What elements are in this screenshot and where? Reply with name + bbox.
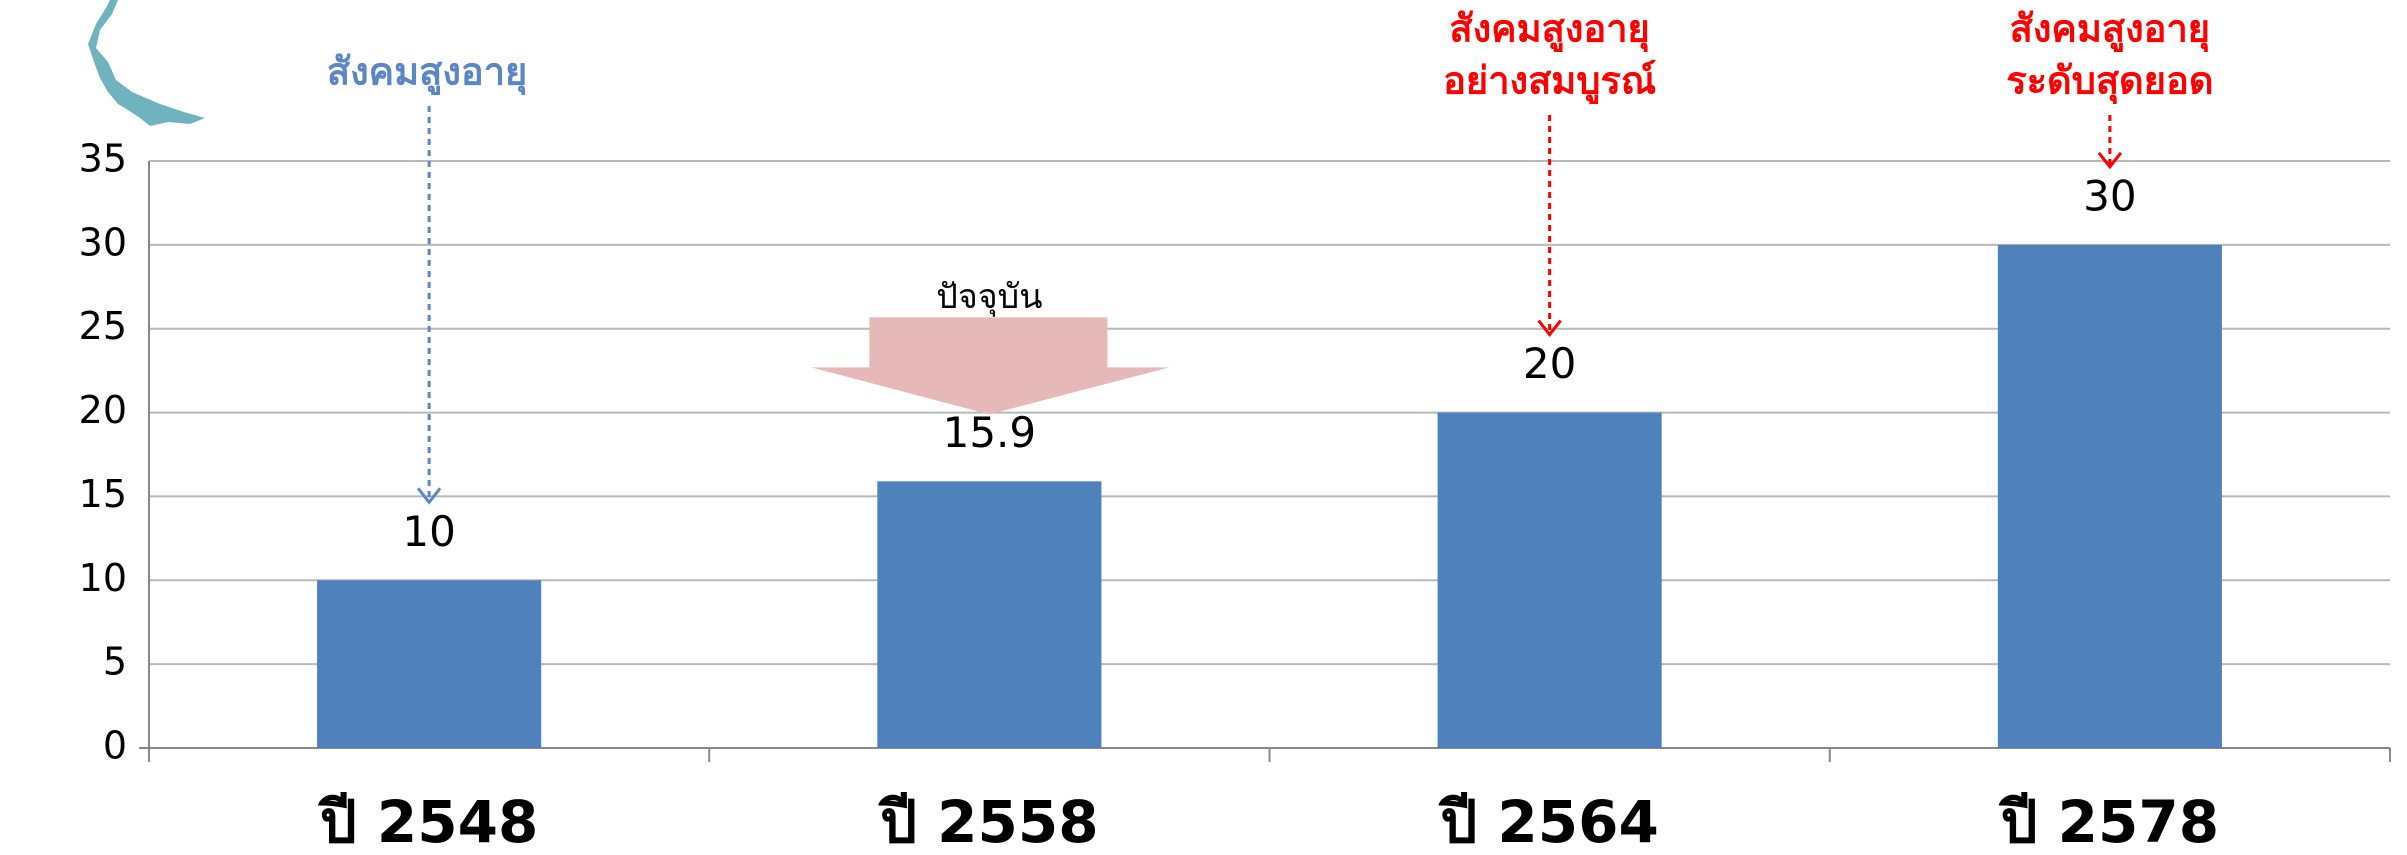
annotation-arrow-head: [1537, 319, 1562, 337]
x-tick-label: ปี 2558: [877, 788, 1098, 855]
data-label: 10: [402, 507, 455, 556]
annotation-text: สังคมสูงอายุ: [1449, 7, 1649, 53]
data-label: 30: [2083, 171, 2136, 220]
y-tick-label: 5: [103, 640, 127, 684]
y-tick-label: 0: [103, 724, 127, 768]
y-tick-label: 10: [79, 556, 127, 600]
bar: [317, 580, 542, 748]
y-tick-label: 30: [79, 220, 127, 264]
bar: [1997, 244, 2222, 748]
annotation-text: ปัจจุบัน: [936, 277, 1042, 317]
bar: [877, 481, 1102, 748]
bar: [1437, 412, 1662, 748]
y-tick-label: 35: [79, 137, 127, 181]
block-arrow: [811, 317, 1170, 415]
y-tick-label: 15: [79, 472, 127, 516]
map-icon: [88, 0, 205, 126]
x-tick-label: ปี 2564: [1438, 788, 1659, 855]
annotation-arrow-head: [2097, 151, 2123, 170]
annotation-arrow-head: [416, 487, 442, 505]
data-label: 15.9: [943, 408, 1037, 457]
annotation-text: สังคมสูงอายุ: [2010, 7, 2210, 53]
y-tick-label: 25: [79, 304, 127, 348]
annotation-text: สังคมสูงอายุ: [327, 50, 527, 96]
y-tick-label: 20: [79, 388, 127, 432]
annotation-text: อย่างสมบูรณ์: [1443, 59, 1656, 105]
x-tick-label: ปี 2548: [317, 788, 538, 855]
annotation-text: ระดับสุดยอด: [2006, 59, 2213, 105]
x-tick-label: ปี 2578: [1998, 788, 2219, 855]
data-label: 20: [1523, 339, 1576, 388]
